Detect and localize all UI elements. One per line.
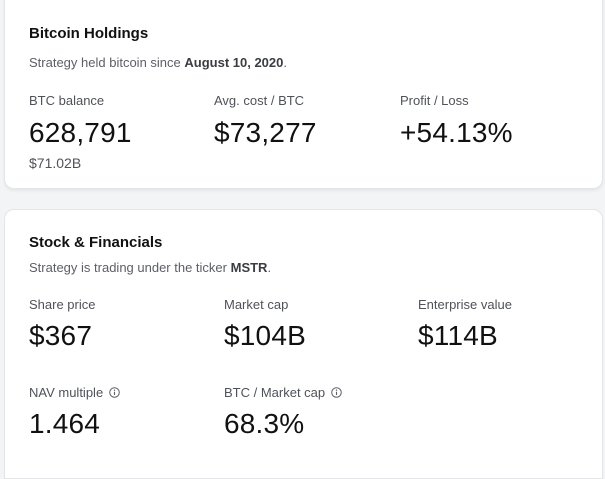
holdings-subtitle-suffix: . <box>283 55 287 70</box>
share-price-label: Share price <box>29 297 96 312</box>
stock-financials-title: Stock & Financials <box>29 234 163 251</box>
stock-subtitle-prefix: Strategy is trading under the ticker <box>29 260 231 275</box>
nav-multiple-label: NAV multiple <box>29 385 104 400</box>
btc-balance-label: BTC balance <box>29 93 105 108</box>
btc-market-cap-label: BTC / Market cap <box>224 385 326 400</box>
bitcoin-holdings-title: Bitcoin Holdings <box>29 25 149 42</box>
profit-loss-value: +54.13% <box>400 117 513 148</box>
avg-cost-value: $73,277 <box>214 117 317 148</box>
enterprise-value-label: Enterprise value <box>418 297 512 312</box>
btc-market-cap-value: 68.3% <box>224 408 305 439</box>
share-price-value: $367 <box>29 320 93 351</box>
bitcoin-holdings-subtitle: Strategy held bitcoin since August 10, 2… <box>29 55 287 70</box>
stock-ticker: MSTR <box>230 260 268 275</box>
stock-financials-subtitle: Strategy is trading under the ticker MST… <box>29 260 271 275</box>
stock-financials-card: Stock & Financials Strategy is trading u… <box>4 209 603 479</box>
btc-market-cap-label-group: BTC / Market cap <box>224 385 342 400</box>
stock-subtitle-suffix: . <box>267 260 272 275</box>
profit-loss-label: Profit / Loss <box>400 93 469 108</box>
market-cap-label: Market cap <box>224 297 289 312</box>
info-icon[interactable] <box>331 387 342 398</box>
btc-balance-value: 628,791 <box>29 117 132 148</box>
avg-cost-label: Avg. cost / BTC <box>214 93 305 108</box>
market-cap-value: $104B <box>224 320 306 351</box>
btc-balance-usd-value: $71.02B <box>29 155 82 171</box>
nav-multiple-value: 1.464 <box>29 408 101 439</box>
holdings-start-date: August 10, 2020 <box>184 55 284 70</box>
nav-multiple-label-group: NAV multiple <box>29 385 120 400</box>
bitcoin-holdings-card: Bitcoin Holdings Strategy held bitcoin s… <box>4 0 603 189</box>
info-icon[interactable] <box>109 387 120 398</box>
holdings-subtitle-prefix: Strategy held bitcoin since <box>29 55 185 70</box>
enterprise-value-value: $114B <box>418 320 498 351</box>
